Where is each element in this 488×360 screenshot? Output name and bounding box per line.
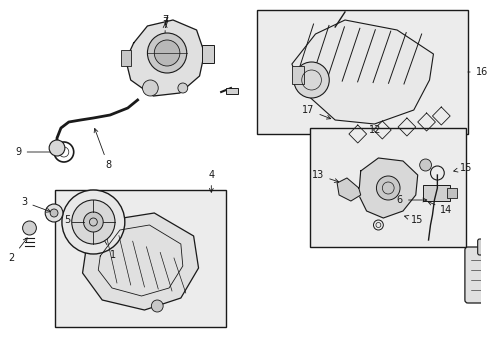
- Polygon shape: [82, 213, 198, 310]
- Text: 17: 17: [302, 105, 330, 119]
- Circle shape: [376, 176, 399, 200]
- Text: 8: 8: [94, 129, 111, 170]
- Text: 4: 4: [208, 170, 214, 192]
- Text: 7: 7: [162, 17, 168, 27]
- Text: 14: 14: [427, 201, 452, 215]
- Bar: [291, 66, 303, 84]
- Circle shape: [142, 80, 158, 96]
- Circle shape: [62, 190, 124, 254]
- Bar: [422, 185, 449, 201]
- Text: 2: 2: [9, 238, 27, 263]
- Text: 7: 7: [162, 15, 168, 38]
- Circle shape: [147, 33, 186, 73]
- Circle shape: [151, 300, 163, 312]
- Circle shape: [50, 209, 58, 217]
- FancyBboxPatch shape: [477, 239, 488, 255]
- Text: 15: 15: [404, 215, 422, 225]
- FancyBboxPatch shape: [464, 247, 488, 303]
- Text: 10: 10: [0, 359, 1, 360]
- Polygon shape: [291, 20, 432, 124]
- Text: 12: 12: [368, 125, 381, 135]
- Circle shape: [178, 83, 187, 93]
- Text: 1: 1: [95, 225, 116, 260]
- Text: 15: 15: [453, 163, 471, 173]
- Text: 7: 7: [162, 20, 168, 30]
- Text: 11: 11: [0, 359, 1, 360]
- Circle shape: [154, 40, 180, 66]
- Bar: [447, 188, 456, 198]
- Circle shape: [293, 62, 328, 98]
- Bar: [202, 45, 214, 63]
- Bar: [55, 190, 225, 327]
- Bar: [225, 88, 237, 94]
- Circle shape: [419, 159, 430, 171]
- Bar: [309, 128, 465, 247]
- Circle shape: [49, 140, 65, 156]
- Circle shape: [45, 204, 63, 222]
- Text: 5: 5: [64, 215, 83, 234]
- Text: 3: 3: [21, 197, 50, 212]
- Text: 9: 9: [16, 147, 60, 157]
- Polygon shape: [358, 158, 417, 218]
- Text: 13: 13: [311, 170, 338, 183]
- Bar: [121, 50, 130, 66]
- Circle shape: [83, 212, 103, 232]
- Text: 6: 6: [396, 195, 426, 205]
- Bar: [256, 10, 467, 134]
- Circle shape: [72, 200, 115, 244]
- Text: 16: 16: [467, 67, 487, 77]
- Polygon shape: [125, 20, 204, 96]
- Polygon shape: [336, 178, 360, 201]
- Circle shape: [22, 221, 36, 235]
